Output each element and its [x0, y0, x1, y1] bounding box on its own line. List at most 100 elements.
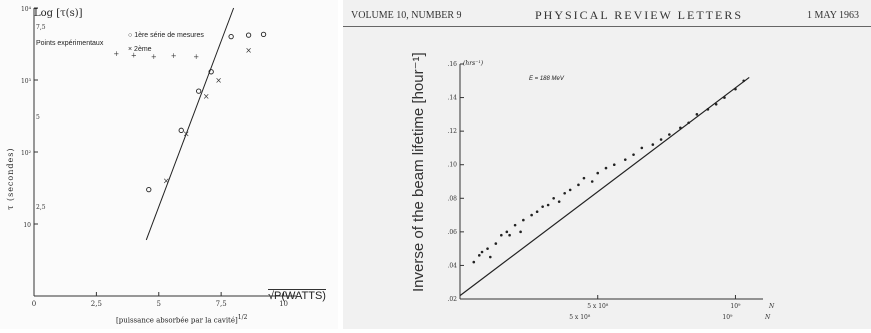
right-chart-axes [459, 64, 763, 300]
left-data-point-circle [146, 186, 152, 193]
right-data-point [546, 203, 550, 207]
left-chart-ticks: 0 2,5 5 7,5 10 10⁴ 10³ 10² 10 7,5 5 2,5 [21, 6, 288, 308]
right-data-point [552, 196, 555, 200]
right-chart-ticks: .02 .04 .06 .08 .10 .12 .14 .16 5 x 10⁸ 10⁹ 5 x 10… [447, 61, 775, 321]
right-data-point [623, 158, 627, 161]
left-plateau-marker: + [171, 52, 177, 60]
open-circle-icon: ○ [128, 32, 135, 39]
left-data-point-circle [208, 69, 214, 75]
left-chart-marks: ×××××+ + + + + [113, 7, 267, 241]
right-data-point [472, 260, 476, 264]
legend-title: Points expérimentaux [36, 40, 104, 47]
right-data-point [742, 79, 746, 83]
right-data-point [687, 121, 690, 125]
right-chart-marks [459, 76, 750, 297]
right-data-point [500, 233, 503, 237]
left-y-tick-label: 10³ [21, 78, 32, 85]
left-data-point-circle [245, 32, 252, 38]
journal-title: PHYSICAL REVIEW LETTERS [535, 8, 743, 22]
left-y-tick-label: 10 [23, 222, 31, 229]
left-data-point-cross: × [183, 130, 190, 139]
x-axis-caption-text: [puissance absorbée par la cavité] [116, 316, 238, 325]
right-data-point [489, 255, 492, 259]
left-data-point-circle [196, 88, 202, 94]
right-data-point [535, 210, 539, 214]
right-chart-panel: VOLUME 10, NUMBER 9 PHYSICAL REVIEW LETT… [343, 0, 871, 329]
right-data-point [668, 133, 671, 136]
left-data-point-cross: × [163, 177, 170, 186]
left-fit-line [145, 7, 235, 241]
left-x-axis-label: √P(WATTS) [268, 289, 326, 302]
legend-series-2: 2ème [134, 46, 152, 53]
right-y-axis-label: Inverse of the beam lifetime [hour⁻¹] [410, 52, 427, 292]
right-data-point [632, 153, 635, 156]
right-data-point [519, 230, 522, 234]
right-data-point [590, 180, 594, 183]
right-x-tick-label-upper: 10⁹ [730, 303, 741, 310]
right-y-tick-label: .08 [447, 195, 457, 202]
right-x-tick-label-lower: 10⁹ [722, 314, 733, 321]
right-x-axis-symbol-upper: N [768, 303, 775, 310]
right-y-tick-label: .16 [447, 61, 457, 68]
left-x-tick-label: 7,5 [216, 300, 227, 308]
right-x-axis-symbol-lower: N [764, 314, 771, 321]
header-rule [343, 26, 871, 27]
right-data-point [706, 108, 710, 111]
right-data-point [596, 171, 600, 175]
right-data-point [679, 126, 682, 130]
right-x-tick-label-lower: 5 x 10⁸ [569, 314, 591, 321]
left-y-tick-label: 10⁴ [21, 6, 32, 13]
right-data-point [651, 143, 655, 146]
left-chart-panel: 0 2,5 5 7,5 10 10⁴ 10³ 10² 10 7,5 5 2,5 × × × × × + + + + + … [0, 0, 338, 329]
left-x-tick-label: 5 [157, 300, 161, 308]
right-data-point [604, 166, 608, 170]
legend-series-1: 1ère série de mesures [134, 32, 204, 39]
right-data-point [734, 87, 737, 91]
right-data-point [557, 200, 561, 203]
right-data-point [568, 188, 572, 192]
right-data-point [714, 102, 718, 106]
right-data-point [563, 191, 566, 195]
left-chart-axes [33, 8, 296, 297]
left-data-point-circle [260, 31, 267, 38]
left-data-point-cross: × [203, 92, 210, 101]
right-data-point [723, 96, 726, 99]
right-data-point [530, 213, 533, 217]
left-y-inner-tick-label: 7,5 [36, 24, 46, 31]
cross-icon: × [128, 46, 135, 53]
right-annotation: E = 188 MeV [529, 76, 564, 82]
left-y-tick-label: 10² [21, 150, 32, 157]
right-x-tick-label-upper: 5 x 10⁸ [587, 303, 609, 310]
left-y-inner-tick-label: 2,5 [36, 204, 46, 211]
right-data-point [505, 230, 509, 234]
right-data-point [522, 218, 525, 222]
left-plateau-marker: + [151, 53, 157, 61]
left-y-axis-label: τ (secondes) [6, 147, 15, 210]
right-data-point [612, 163, 616, 167]
left-x-tick-label: 10 [279, 300, 288, 308]
right-data-point [477, 254, 481, 257]
right-y-tick-label: .12 [447, 128, 457, 135]
left-x-tick-label: 2,5 [91, 300, 102, 308]
left-data-point-circle [228, 34, 234, 40]
x-axis-caption-exponent: 1/2 [237, 314, 248, 321]
right-y-tick-label: .04 [447, 262, 457, 269]
left-plateau-marker: + [131, 51, 137, 59]
right-data-point [480, 250, 484, 254]
journal-volume: VOLUME 10, NUMBER 9 [351, 10, 462, 21]
right-data-point [541, 205, 544, 208]
right-data-point [577, 183, 580, 187]
right-data-point [659, 138, 663, 141]
right-y-tick-label: .14 [447, 95, 457, 102]
left-y-top-label: Log [τ(s)] [34, 8, 83, 19]
right-fit-line [459, 76, 750, 297]
left-data-point-circle [178, 127, 184, 133]
left-x-tick-label: 0 [32, 300, 36, 308]
right-y-tick-label: .06 [447, 229, 457, 236]
right-data-point [486, 247, 489, 250]
right-data-point [494, 242, 498, 245]
right-data-point [695, 113, 699, 116]
left-data-point-cross: × [215, 76, 222, 85]
right-y-tick-label: .02 [447, 296, 457, 303]
